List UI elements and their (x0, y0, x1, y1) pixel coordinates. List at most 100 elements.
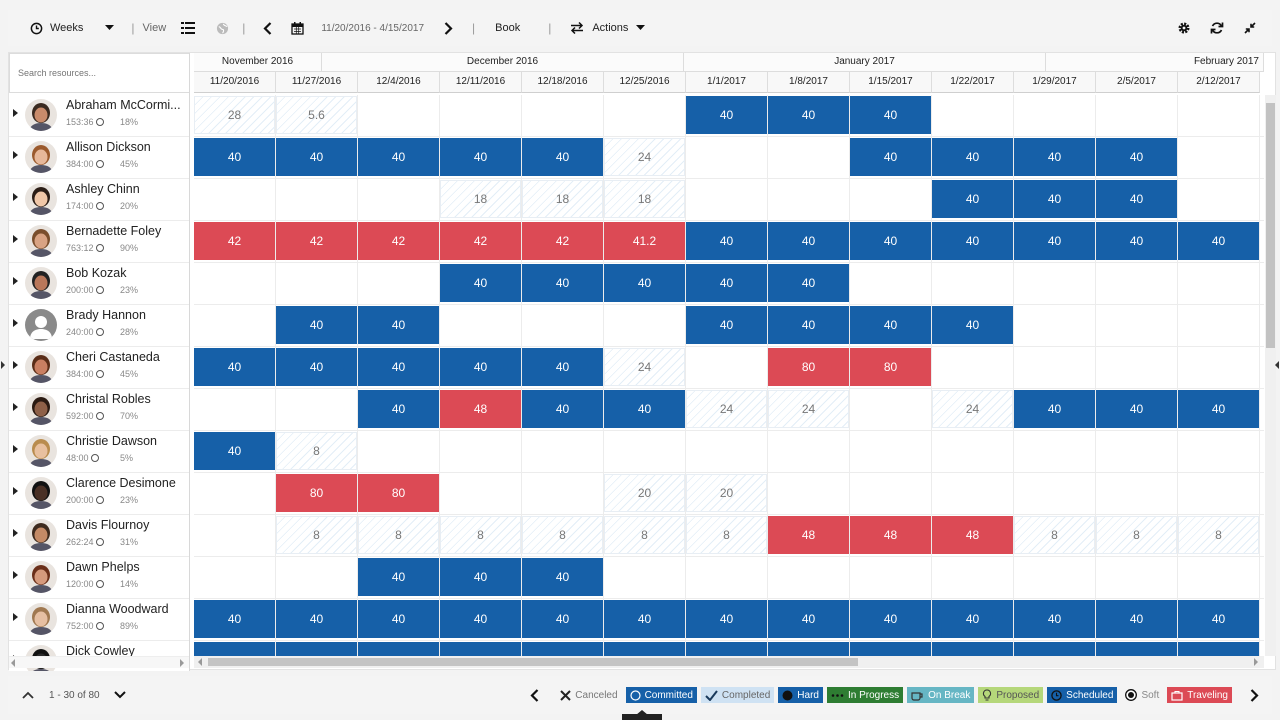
resource-name[interactable]: Ashley Chinn (66, 182, 140, 196)
booking-cell[interactable]: 40 (1014, 222, 1095, 260)
resource-row[interactable]: Davis Flournoy 262:24 31% (9, 515, 189, 557)
list-view-icon[interactable] (180, 20, 196, 36)
resource-row[interactable]: Clarence Desimone 200:00 23% (9, 473, 189, 515)
soft-booking-cell[interactable]: 5.6 (276, 96, 357, 134)
week-column-header[interactable]: 1/8/2017 (768, 72, 850, 93)
booking-cell[interactable] (932, 642, 1013, 656)
resource-name[interactable]: Abraham McCormi... (66, 98, 181, 112)
soft-booking-cell[interactable]: 8 (1014, 516, 1095, 554)
soft-booking-cell[interactable]: 28 (194, 96, 275, 134)
resource-hscroll[interactable] (9, 656, 189, 668)
expand-row-icon[interactable] (13, 193, 18, 201)
booking-cell[interactable]: 40 (1096, 222, 1177, 260)
booking-cell[interactable]: 40 (686, 222, 767, 260)
expand-row-icon[interactable] (13, 235, 18, 243)
booking-cell[interactable] (768, 642, 849, 656)
book-button[interactable]: Book (495, 22, 521, 34)
booking-cell[interactable]: 40 (276, 348, 357, 386)
overbooked-cell[interactable]: 42 (522, 222, 603, 260)
booking-cell[interactable]: 40 (276, 306, 357, 344)
week-column-header[interactable]: 2/12/2017 (1178, 72, 1260, 93)
booking-cell[interactable] (522, 642, 603, 656)
booking-cell[interactable]: 40 (768, 306, 849, 344)
booking-cell[interactable] (686, 642, 767, 656)
week-column-header[interactable]: 11/20/2016 (194, 72, 276, 93)
booking-cell[interactable]: 40 (850, 96, 931, 134)
booking-cell[interactable]: 40 (932, 180, 1013, 218)
week-column-header[interactable]: 12/11/2016 (440, 72, 522, 93)
soft-booking-cell[interactable]: 8 (440, 516, 521, 554)
overbooked-cell[interactable]: 42 (276, 222, 357, 260)
booking-cell[interactable]: 40 (194, 138, 275, 176)
booking-cell[interactable]: 40 (604, 390, 685, 428)
resource-row[interactable]: Brady Hannon 240:00 28% (9, 305, 189, 347)
resource-name[interactable]: Christal Robles (66, 392, 151, 406)
booking-cell[interactable] (1096, 642, 1177, 656)
booking-cell[interactable]: 40 (1096, 390, 1177, 428)
booking-cell[interactable]: 40 (1178, 600, 1259, 638)
booking-cell[interactable]: 40 (194, 600, 275, 638)
booking-cell[interactable] (358, 642, 439, 656)
booking-cell[interactable] (194, 642, 275, 656)
legend-traveling[interactable]: Traveling (1167, 687, 1232, 703)
soft-booking-cell[interactable]: 24 (932, 390, 1013, 428)
overbooked-cell[interactable]: 80 (850, 348, 931, 386)
expand-row-icon[interactable] (13, 319, 18, 327)
resource-name[interactable]: Cheri Castaneda (66, 350, 160, 364)
legend-hard[interactable]: Hard (778, 687, 823, 703)
booking-cell[interactable] (276, 642, 357, 656)
booking-cell[interactable]: 40 (932, 222, 1013, 260)
booking-cell[interactable]: 40 (358, 600, 439, 638)
soft-booking-cell[interactable]: 8 (522, 516, 603, 554)
legend-soft[interactable]: Soft (1121, 687, 1164, 703)
booking-cell[interactable]: 40 (1014, 180, 1095, 218)
resource-row[interactable]: Abraham McCormi... 153:36 18% (9, 95, 189, 137)
collapse-icon[interactable] (1242, 20, 1258, 36)
soft-booking-cell[interactable]: 20 (686, 474, 767, 512)
page-up-icon[interactable] (20, 687, 36, 703)
booking-cell[interactable]: 40 (768, 222, 849, 260)
booking-cell[interactable]: 40 (1096, 600, 1177, 638)
soft-booking-cell[interactable]: 24 (686, 390, 767, 428)
booking-cell[interactable] (440, 642, 521, 656)
week-column-header[interactable]: 1/1/2017 (686, 72, 768, 93)
date-range[interactable]: 11/20/2016 - 4/15/2017 (321, 22, 425, 34)
vertical-scroll-thumb[interactable] (1266, 103, 1275, 348)
overbooked-cell[interactable]: 48 (440, 390, 521, 428)
soft-booking-cell[interactable]: 18 (604, 180, 685, 218)
booking-cell[interactable]: 40 (686, 306, 767, 344)
soft-booking-cell[interactable]: 8 (276, 516, 357, 554)
resource-row[interactable]: Dawn Phelps 120:00 14% (9, 557, 189, 599)
expand-row-icon[interactable] (13, 403, 18, 411)
booking-cell[interactable]: 40 (932, 600, 1013, 638)
resource-name[interactable]: Dianna Woodward (66, 602, 169, 616)
week-column-header[interactable]: 1/22/2017 (932, 72, 1014, 93)
overbooked-cell[interactable]: 80 (358, 474, 439, 512)
resource-name[interactable]: Allison Dickson (66, 140, 151, 154)
soft-booking-cell[interactable]: 8 (276, 432, 357, 470)
globe-icon[interactable] (214, 20, 230, 36)
search-resources-input[interactable] (9, 53, 189, 93)
grid-vertical-scrollbar[interactable] (1265, 95, 1276, 656)
overbooked-cell[interactable]: 42 (440, 222, 521, 260)
legend-in-progress[interactable]: In Progress (826, 687, 904, 703)
expand-row-icon[interactable] (13, 613, 18, 621)
booking-cell[interactable]: 40 (276, 600, 357, 638)
resource-row[interactable]: Allison Dickson 384:00 45% (9, 137, 189, 179)
resource-row[interactable]: Cheri Castaneda 384:00 45% (9, 347, 189, 389)
overbooked-cell[interactable]: 42 (358, 222, 439, 260)
settings-gear-icon[interactable] (1176, 20, 1192, 36)
booking-cell[interactable]: 40 (522, 138, 603, 176)
soft-booking-cell[interactable]: 18 (522, 180, 603, 218)
week-column-header[interactable]: 2/5/2017 (1096, 72, 1178, 93)
scroll-right-arrow-icon[interactable] (180, 659, 184, 667)
booking-cell[interactable]: 40 (686, 600, 767, 638)
booking-cell[interactable]: 40 (522, 348, 603, 386)
booking-cell[interactable]: 40 (440, 264, 521, 302)
left-panel-toggle-icon[interactable] (1, 361, 5, 369)
booking-cell[interactable]: 40 (850, 138, 931, 176)
booking-cell[interactable]: 40 (604, 600, 685, 638)
booking-cell[interactable]: 40 (522, 558, 603, 596)
booking-cell[interactable]: 40 (358, 390, 439, 428)
prev-range-icon[interactable] (259, 20, 275, 36)
